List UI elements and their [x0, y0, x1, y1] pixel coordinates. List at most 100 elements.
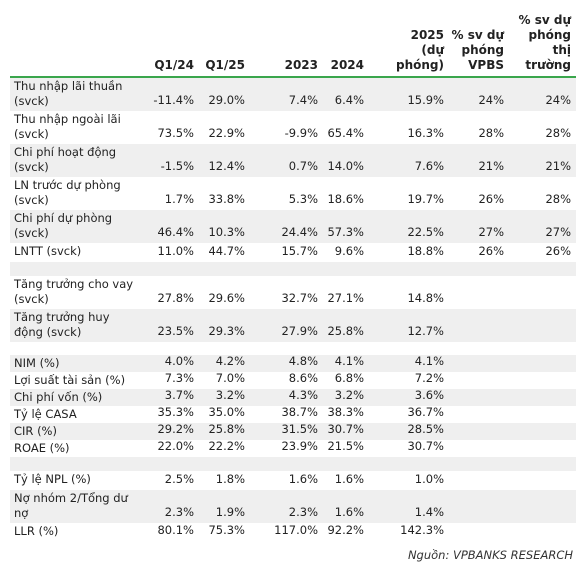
cell-y2024: 6.8% [334, 371, 364, 385]
header-vs-market: % sv dự phóng thị trường [518, 13, 571, 72]
table-row: LN trước dự phòng (svck) 1.7% 33.8% 5.3% 18.… [10, 177, 576, 210]
cell-f2025: 30.7% [407, 439, 444, 453]
table-row [10, 457, 576, 471]
cell-vs_vpbs: 21% [478, 159, 504, 173]
row-label: Thu nhập lãi thuần (svck) [14, 79, 123, 108]
cell-q1_25: 35.0% [208, 405, 245, 419]
cell-q1_25: 10.3% [208, 225, 245, 239]
cell-q1_25: 22.2% [208, 439, 245, 453]
cell-y2023: -9.9% [284, 126, 318, 140]
table-row: Tăng trưởng cho vay (svck) 27.8% 29.6% 32.7… [10, 276, 576, 309]
cell-y2024: 3.2% [334, 388, 364, 402]
cell-y2023: 24.4% [281, 225, 318, 239]
cell-y2023: 5.3% [288, 192, 318, 206]
cell-y2024: 18.6% [327, 192, 364, 206]
cell-vs_market: 28% [545, 126, 571, 140]
cell-y2023: 4.8% [288, 354, 318, 368]
cell-y2023: 32.7% [281, 291, 318, 305]
cell-vs_market: 27% [545, 225, 571, 239]
cell-vs_market: 21% [545, 159, 571, 173]
cell-q1_25: 44.7% [208, 244, 245, 258]
cell-f2025: 16.3% [407, 126, 444, 140]
table-header: Q1/24 Q1/25 2023 2024 2025 (dự phóng) % … [10, 8, 576, 78]
cell-y2023: 117.0% [274, 523, 318, 537]
row-label: Chi phí hoạt động (svck) [14, 145, 117, 174]
row-label: Tỷ lệ CASA [14, 407, 77, 421]
cell-q1_24: -11.4% [153, 93, 194, 107]
cell-vs_vpbs: 24% [478, 93, 504, 107]
table-row: ROAE (%) 22.0% 22.2% 23.9% 21.5% 30.7% [10, 439, 576, 457]
financial-table: Q1/24 Q1/25 2023 2024 2025 (dự phóng) % … [10, 8, 576, 541]
cell-q1_25: 29.6% [208, 291, 245, 305]
header-q1-25: Q1/25 [205, 58, 245, 72]
cell-y2024: 25.8% [327, 324, 364, 338]
cell-y2024: 57.3% [327, 225, 364, 239]
cell-y2023: 15.7% [281, 244, 318, 258]
cell-q1_24: 22.0% [157, 439, 194, 453]
table-row: CIR (%) 29.2% 25.8% 31.5% 30.7% 28.5% [10, 422, 576, 440]
cell-q1_25: 1.9% [215, 505, 245, 519]
cell-vs_market: 26% [545, 244, 571, 258]
cell-q1_25: 4.2% [215, 354, 245, 368]
table-row: Tỷ lệ CASA 35.3% 35.0% 38.7% 38.3% 36.7% [10, 405, 576, 423]
cell-q1_25: 29.3% [208, 324, 245, 338]
table-row: Chi phí hoạt động (svck) -1.5% 12.4% 0.7% 14… [10, 144, 576, 177]
cell-vs_vpbs: 28% [478, 126, 504, 140]
cell-q1_25: 29.0% [208, 93, 245, 107]
cell-y2024: 1.6% [334, 505, 364, 519]
cell-f2025: 15.9% [407, 93, 444, 107]
row-label: Chi phí vốn (%) [14, 390, 103, 404]
table-row: LNTT (svck) 11.0% 44.7% 15.7% 9.6% 18.8% 26% 26… [10, 243, 576, 262]
cell-f2025: 3.6% [414, 388, 444, 402]
cell-q1_25: 3.2% [215, 388, 245, 402]
table-row: NIM (%) 4.0% 4.2% 4.8% 4.1% 4.1% [10, 354, 576, 372]
row-label: Thu nhập ngoài lãi (svck) [14, 112, 121, 141]
cell-vs_vpbs: 26% [478, 192, 504, 206]
cell-f2025: 1.0% [414, 472, 444, 486]
cell-vs_vpbs: 26% [478, 244, 504, 258]
cell-f2025: 14.8% [407, 291, 444, 305]
cell-q1_24: 80.1% [157, 523, 194, 537]
cell-f2025: 36.7% [407, 405, 444, 419]
cell-q1_24: 35.3% [157, 405, 194, 419]
table-row: Thu nhập lãi thuần (svck) -11.4% 29.0% 7.4%… [10, 78, 576, 111]
cell-y2024: 38.3% [327, 405, 364, 419]
source-note: Nguồn: VPBANKS RESEARCH [407, 548, 573, 562]
cell-y2024: 65.4% [327, 126, 364, 140]
row-label: Nợ nhóm 2/Tổng dư nợ [14, 491, 128, 520]
cell-f2025: 22.5% [407, 225, 444, 239]
header-vs-vpbs: % sv dự phóng VPBS [451, 28, 504, 72]
cell-q1_25: 75.3% [208, 523, 245, 537]
row-label: LN trước dự phòng (svck) [14, 178, 121, 207]
table-row: Nợ nhóm 2/Tổng dư nợ 2.3% 1.9% 2.3% 1.6% 1.4% [10, 490, 576, 523]
cell-f2025: 28.5% [407, 422, 444, 436]
cell-f2025: 18.8% [407, 244, 444, 258]
cell-y2023: 8.6% [288, 371, 318, 385]
cell-q1_24: 73.5% [157, 126, 194, 140]
cell-y2023: 1.6% [288, 472, 318, 486]
row-label: Tăng trưởng huy động (svck) [14, 310, 110, 339]
header-q1-24: Q1/24 [154, 58, 194, 72]
cell-vs_market: 28% [545, 192, 571, 206]
table-row: Chi phí vốn (%) 3.7% 3.2% 4.3% 3.2% 3.6% [10, 388, 576, 406]
cell-q1_24: 23.5% [157, 324, 194, 338]
cell-y2024: 4.1% [334, 354, 364, 368]
cell-f2025: 1.4% [414, 505, 444, 519]
cell-y2024: 21.5% [327, 439, 364, 453]
table-row [10, 262, 576, 276]
cell-f2025: 7.6% [414, 159, 444, 173]
row-label: Tăng trưởng cho vay (svck) [14, 277, 134, 306]
cell-y2024: 14.0% [327, 159, 364, 173]
cell-y2023: 38.7% [281, 405, 318, 419]
cell-f2025: 4.1% [414, 354, 444, 368]
cell-vs_vpbs: 27% [478, 225, 504, 239]
cell-q1_24: 7.3% [164, 371, 194, 385]
cell-f2025: 142.3% [400, 523, 444, 537]
cell-q1_24: 4.0% [164, 354, 194, 368]
table-row: Tăng trưởng huy động (svck) 23.5% 29.3% 27.… [10, 309, 576, 342]
cell-q1_24: 27.8% [157, 291, 194, 305]
cell-q1_24: 2.5% [164, 472, 194, 486]
row-label: CIR (%) [14, 424, 57, 438]
table-row: LLR (%) 80.1% 75.3% 117.0% 92.2% 142.3% [10, 523, 576, 541]
cell-vs_market: 24% [545, 93, 571, 107]
